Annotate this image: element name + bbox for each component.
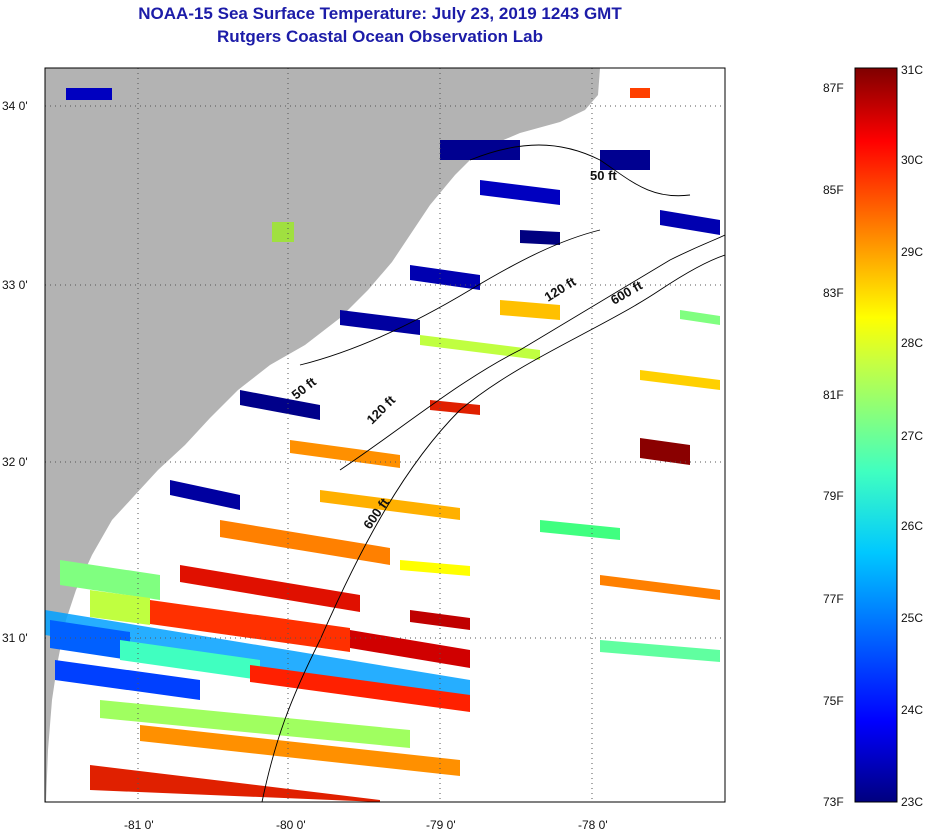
contour-label-50ft-north: 50 ft [590,168,617,183]
lat-label: 32 0' [2,455,28,469]
colorbar-gradient [854,67,898,803]
colorbar-f-label: 73F [823,795,844,809]
lon-label: -81 0' [124,818,154,832]
colorbar-c-label: 25C [901,611,923,625]
colorbar: 87F 85F 83F 81F 79F 77F 75F 73F 31C 30C … [823,63,923,809]
colorbar-c-label: 26C [901,519,923,533]
colorbar-f-label: 77F [823,592,844,606]
colorbar-c-label: 28C [901,336,923,350]
longitude-axis: -81 0' -80 0' -79 0' -78 0' [124,818,608,832]
colorbar-c-label: 29C [901,245,923,259]
lon-label: -80 0' [276,818,306,832]
colorbar-c-label: 31C [901,63,923,77]
land-mass [45,68,600,802]
latitude-axis: 34 0' 33 0' 32 0' 31 0' [2,99,28,645]
colorbar-f-label: 83F [823,286,844,300]
colorbar-c-label: 27C [901,429,923,443]
colorbar-f-label: 75F [823,694,844,708]
map-title: NOAA-15 Sea Surface Temperature: July 23… [138,4,622,23]
colorbar-f-label: 79F [823,489,844,503]
colorbar-f-label: 85F [823,183,844,197]
colorbar-f-label: 81F [823,388,844,402]
map-area [45,68,725,802]
colorbar-c-label: 23C [901,795,923,809]
lat-label: 34 0' [2,99,28,113]
colorbar-c-label: 30C [901,153,923,167]
map-subtitle: Rutgers Coastal Ocean Observation Lab [217,27,543,46]
map-frame [44,67,726,803]
sst-swaths [45,88,720,802]
depth-contours [261,144,725,802]
lat-label: 33 0' [2,278,28,292]
lon-label: -79 0' [426,818,456,832]
colorbar-f-label: 87F [823,81,844,95]
colorbar-c-label: 24C [901,703,923,717]
lon-label: -78 0' [578,818,608,832]
map-grid [45,68,725,802]
lat-label: 31 0' [2,631,28,645]
